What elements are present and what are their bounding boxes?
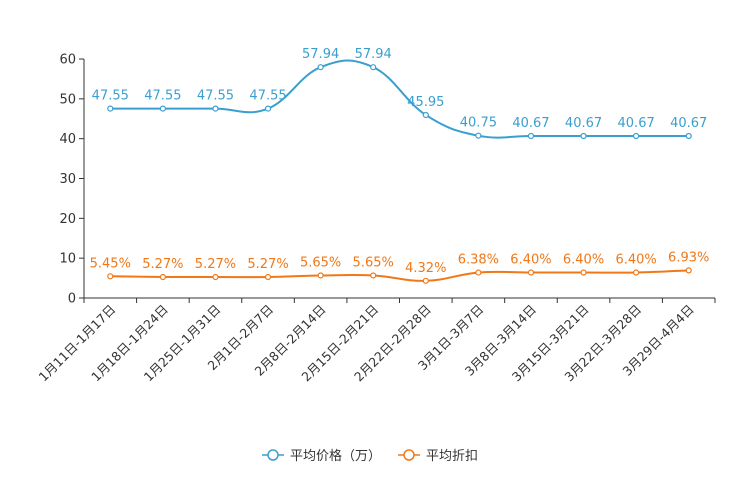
series-1-point xyxy=(159,105,166,112)
series-2-data-label: 6.93% xyxy=(668,250,709,265)
series-2-point xyxy=(580,269,587,276)
series-1-data-label: 45.95 xyxy=(407,95,444,110)
series-2-data-label: 5.27% xyxy=(142,257,183,272)
series-1-data-label: 47.55 xyxy=(197,89,234,104)
series-1-point xyxy=(212,105,219,112)
series-2-point xyxy=(527,269,535,276)
series-line-2 xyxy=(110,269,689,282)
series-1-point xyxy=(580,132,587,140)
series-1-point xyxy=(527,132,535,140)
series-2-point xyxy=(475,269,482,276)
series-1-point xyxy=(422,111,429,119)
series-2-data-label: 5.45% xyxy=(90,256,131,271)
series-2-data-label: 5.27% xyxy=(247,257,288,272)
y-tick-label: 10 xyxy=(59,252,76,267)
series-1-data-label: 40.67 xyxy=(618,116,655,131)
series-1-data-label: 40.67 xyxy=(565,116,602,131)
series-2-point xyxy=(633,269,640,276)
series-1-data-label: 57.94 xyxy=(355,47,392,62)
series-1-data-label: 47.55 xyxy=(249,89,286,104)
series-2-point xyxy=(212,273,219,281)
y-tick-label: 20 xyxy=(59,212,76,227)
series-1-point xyxy=(475,132,482,139)
series-2-data-label: 6.40% xyxy=(563,253,604,268)
series-2-data-label: 5.65% xyxy=(353,255,394,270)
legend-marker-2 xyxy=(403,449,415,461)
y-tick-label: 50 xyxy=(59,92,76,107)
legend-marker-1 xyxy=(267,449,279,461)
series-1-data-label: 57.94 xyxy=(302,47,339,62)
series-1-point xyxy=(264,105,272,112)
series-2-data-label: 5.65% xyxy=(300,255,341,270)
series-1-data-label: 40.67 xyxy=(670,116,707,131)
legend-label-2: 平均折扣 xyxy=(426,449,478,464)
y-tick-label: 0 xyxy=(68,292,76,307)
series-2-point xyxy=(264,273,272,281)
series-2-point xyxy=(685,267,692,274)
legend-label-1: 平均价格（万） xyxy=(290,448,381,464)
series-2-point xyxy=(370,272,377,279)
series-1-point xyxy=(685,132,692,140)
series-2-data-label: 6.40% xyxy=(510,253,551,268)
series-2-point xyxy=(317,272,324,279)
series-1-data-label: 40.67 xyxy=(512,116,549,131)
series-1-data-label: 47.55 xyxy=(144,89,181,104)
series-2-data-label: 6.38% xyxy=(458,253,499,268)
y-tick-label: 60 xyxy=(59,53,76,68)
series-1-point xyxy=(107,105,114,112)
y-tick-label: 40 xyxy=(59,132,76,147)
series-2-point xyxy=(159,273,166,281)
series-2-point xyxy=(107,273,114,280)
series-1-data-label: 40.75 xyxy=(460,116,497,131)
series-2-point xyxy=(422,277,429,284)
series-1-point xyxy=(370,64,377,71)
series-1-data-label: 47.55 xyxy=(92,89,129,104)
series-2-data-label: 5.27% xyxy=(195,257,236,272)
series-2-data-label: 4.32% xyxy=(405,261,446,276)
series-1-point xyxy=(633,132,640,140)
y-tick-label: 30 xyxy=(59,172,76,187)
series-2-data-label: 6.40% xyxy=(615,253,656,268)
series-1-point xyxy=(317,64,324,71)
